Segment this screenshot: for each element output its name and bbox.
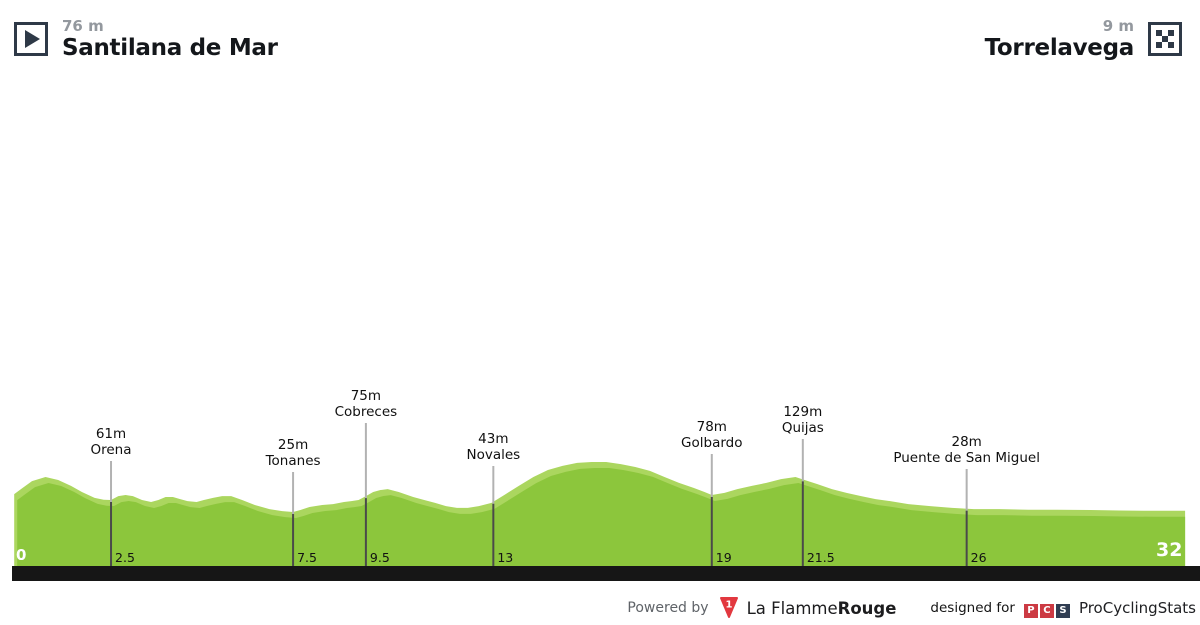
designed-for-label: designed for <box>930 600 1015 616</box>
waypoint-name: Quijas <box>781 419 824 436</box>
distance-axis-bar <box>12 566 1200 581</box>
start-flag-icon <box>14 22 48 56</box>
lfr-word-regular: La Flamme <box>746 598 838 618</box>
pcs-letter-c: C <box>1039 604 1054 618</box>
start-header: 76 m Santilana de Mar <box>62 17 278 61</box>
waypoint-label: 129m Quijas <box>693 404 913 436</box>
axis-end-tick: 32 <box>1156 539 1183 561</box>
pcs-letter-p: P <box>1023 604 1038 618</box>
distance-tick-label: 9.5 <box>370 550 390 565</box>
distance-tick-label: 19 <box>716 550 732 565</box>
start-elevation: 76 m <box>62 17 104 35</box>
waypoint-elevation: 61m <box>95 426 127 442</box>
waypoint-name: Cobreces <box>334 403 398 420</box>
waypoint-elevation: 78m <box>696 419 727 435</box>
lfr-word-bold: Rouge <box>837 598 897 618</box>
waypoint-name: Novales <box>466 446 521 463</box>
waypoint-elevation: 43m <box>478 431 509 447</box>
la-flamme-rouge-icon[interactable]: 1 <box>718 596 740 620</box>
waypoint-label: 61m Orena <box>1 426 221 458</box>
waypoint-elevation: 25m <box>277 437 309 453</box>
waypoint-elevation: 28m <box>951 434 982 450</box>
waypoint-name: Puente de San Miguel <box>893 449 1040 466</box>
svg-text:1: 1 <box>725 600 732 611</box>
waypoint-label: 75m Cobreces <box>256 388 476 420</box>
distance-tick-label: 2.5 <box>115 550 135 565</box>
pcs-letter-s: S <box>1055 604 1070 618</box>
profile-area-fill <box>17 468 1186 566</box>
footer: Powered by 1 La FlammeRouge designed for… <box>627 594 1196 622</box>
waypoint-label: 43m Novales <box>383 431 603 463</box>
distance-tick-label: 26 <box>971 550 987 565</box>
waypoint-name: Golbardo <box>681 434 743 451</box>
waypoint-name: Orena <box>90 441 132 458</box>
procyclingstats-wordmark[interactable]: ProCyclingStats <box>1078 599 1196 617</box>
finish-elevation: 9 m <box>1102 17 1134 35</box>
checkered-flag-icon <box>1156 30 1174 48</box>
waypoint-label: 28m Puente de San Miguel <box>857 434 1077 466</box>
waypoint-elevation: 75m <box>350 388 382 404</box>
start-location-name: Santilana de Mar <box>62 35 278 61</box>
distance-tick-label: 21.5 <box>807 550 835 565</box>
waypoint-name: Tonanes <box>265 452 321 469</box>
distance-tick-label: 7.5 <box>297 550 317 565</box>
powered-by-label: Powered by <box>627 600 709 616</box>
play-triangle-icon <box>25 30 40 48</box>
la-flamme-rouge-wordmark[interactable]: La FlammeRouge <box>747 599 897 618</box>
waypoint-label: 25m Tonanes <box>183 437 403 469</box>
finish-header: 9 m Torrelavega <box>984 17 1135 61</box>
waypoint-label: 78m Golbardo <box>602 419 822 451</box>
distance-tick-label: 13 <box>497 550 513 565</box>
waypoint-elevation: 129m <box>783 404 823 420</box>
finish-location-name: Torrelavega <box>984 35 1135 61</box>
finish-flag-icon <box>1148 22 1182 56</box>
axis-start-tick: 0 <box>16 546 27 564</box>
